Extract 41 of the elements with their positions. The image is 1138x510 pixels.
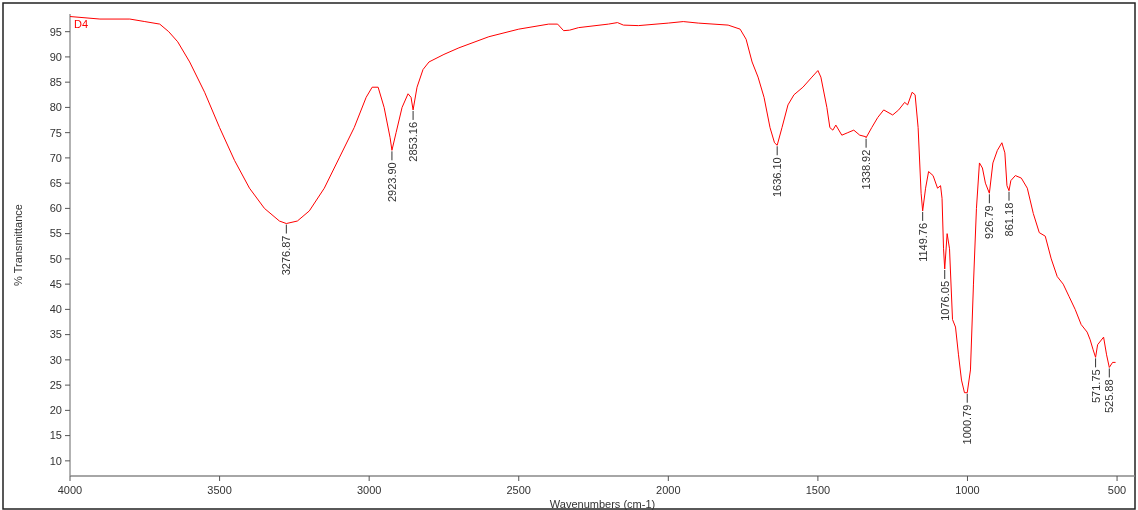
y-tick-label: 30 [49,353,62,366]
annotation: 1076.05 [938,280,951,321]
x-tick-label: 2500 [506,484,531,496]
y-tick-label: 75 [49,126,62,139]
y-tick-label: 10 [49,454,62,467]
x-tick-label: 2000 [656,484,681,496]
y-tick-label: 55 [49,227,62,240]
y-tick-label: 35 [49,328,62,341]
annotation: 1149.76 [916,222,929,262]
annotation: 1000.79 [961,404,974,445]
y-tick-label: 85 [49,76,62,89]
x-tick-label: 3000 [356,484,382,496]
y-axis-title: % Transmittance [12,204,24,286]
annotation: 571.75 [1089,369,1102,403]
y-tick-label: 20 [49,404,62,417]
x-tick-label: 1000 [955,484,980,496]
y-tick-label: 90 [49,50,62,63]
y-tick-label: 80 [49,101,62,114]
annotation: 3276.87 [280,235,293,276]
x-tick-label: 3500 [207,484,232,496]
annotation: 525.88 [1103,379,1116,414]
annotation: 861.18 [1003,202,1015,237]
x-tick-label: 500 [1107,484,1127,496]
y-tick-label: 25 [49,378,62,391]
y-tick-label: 40 [49,303,62,316]
y-tick-label: 15 [49,429,62,442]
x-axis-title: Wavenumbers (cm-1) [549,498,656,510]
y-tick-label: 50 [49,252,62,265]
annotation: 2853.16 [407,121,420,162]
annotation: 1636.10 [771,157,784,198]
y-tick-label: 95 [49,25,62,38]
annotation: 2923.90 [385,162,398,203]
annotation: 1338.92 [860,149,873,190]
series-label: D4 [74,18,89,30]
y-tick-label: 45 [49,277,62,290]
y-tick-label: 65 [49,177,62,189]
x-tick-label: 1500 [805,484,831,496]
annotation: 926.79 [983,205,996,239]
y-tick-label: 70 [49,151,62,164]
y-tick-label: 60 [49,202,62,215]
x-tick-label: 4000 [57,484,83,496]
